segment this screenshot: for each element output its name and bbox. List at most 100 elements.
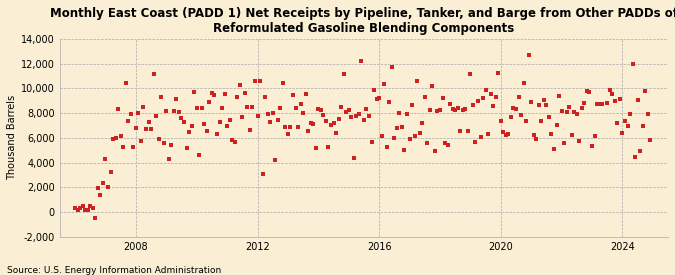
Title: Monthly East Coast (PADD 1) Net Receipts by Pipeline, Tanker, and Barge from Oth: Monthly East Coast (PADD 1) Net Receipts… [50, 7, 675, 35]
Point [169, 109, 180, 113]
Point [617, 131, 628, 135]
Point [627, 62, 638, 66]
Point [166, 143, 177, 147]
Point [574, 139, 585, 143]
Point [303, 129, 314, 133]
Point [612, 120, 623, 125]
Point [450, 108, 460, 112]
Point [632, 98, 643, 103]
Point [559, 141, 570, 145]
Point [371, 97, 382, 101]
Point [120, 81, 131, 85]
Point [201, 128, 212, 133]
Point [186, 123, 197, 128]
Point [295, 102, 306, 106]
Point [92, 186, 103, 190]
Point [493, 71, 504, 76]
Point [257, 172, 268, 176]
Point [510, 107, 521, 112]
Point [191, 106, 202, 110]
Point [173, 109, 184, 114]
Point [483, 132, 493, 136]
Point [217, 106, 227, 110]
Point [508, 106, 519, 110]
Point [480, 87, 491, 92]
Point [587, 144, 597, 148]
Point [184, 129, 194, 134]
Point [126, 112, 136, 116]
Point [374, 96, 385, 100]
Point [392, 126, 402, 130]
Point [293, 125, 304, 130]
Point [549, 147, 560, 152]
Point [541, 103, 552, 107]
Point [335, 104, 346, 109]
Point [425, 108, 435, 113]
Point [148, 72, 159, 76]
Point [566, 133, 577, 138]
Point [325, 123, 336, 127]
Point [275, 105, 286, 110]
Point [576, 105, 587, 110]
Point [475, 135, 486, 139]
Point [247, 105, 258, 110]
Point [113, 106, 124, 111]
Point [146, 127, 157, 131]
Point [506, 115, 516, 119]
Point [402, 112, 412, 116]
Point [128, 145, 139, 149]
Point [265, 120, 275, 124]
Point [123, 118, 134, 123]
Point [394, 111, 405, 116]
Point [176, 116, 187, 120]
Point [584, 90, 595, 94]
Point [140, 127, 151, 131]
Point [503, 131, 514, 136]
Point [143, 120, 154, 124]
Point [526, 100, 537, 104]
Point [189, 90, 200, 94]
Point [500, 133, 511, 138]
Point [624, 112, 635, 116]
Point [224, 117, 235, 122]
Point [250, 79, 261, 84]
Point [599, 28, 610, 32]
Point [133, 111, 144, 115]
Point [579, 101, 590, 105]
Point [130, 125, 141, 130]
Point [270, 158, 281, 162]
Point [523, 53, 534, 57]
Point [108, 137, 119, 141]
Point [645, 137, 655, 142]
Point [209, 93, 220, 97]
Point [435, 108, 446, 112]
Point [318, 113, 329, 118]
Point [72, 208, 83, 212]
Point [159, 141, 169, 145]
Point [70, 206, 80, 210]
Point [369, 88, 379, 92]
Point [75, 206, 86, 210]
Point [602, 101, 613, 105]
Point [437, 96, 448, 100]
Point [288, 93, 298, 97]
Point [643, 112, 653, 116]
Point [290, 106, 301, 111]
Point [305, 121, 316, 125]
Point [460, 107, 470, 111]
Point [465, 72, 476, 76]
Point [153, 137, 164, 141]
Point [478, 96, 489, 100]
Point [138, 105, 149, 109]
Point [313, 107, 324, 111]
Point [379, 82, 389, 87]
Point [397, 125, 408, 129]
Point [429, 149, 440, 153]
Y-axis label: Thousand Barrels: Thousand Barrels [7, 95, 17, 180]
Point [333, 117, 344, 121]
Point [90, 216, 101, 220]
Point [280, 125, 291, 129]
Point [356, 59, 367, 63]
Point [485, 92, 496, 96]
Point [412, 79, 423, 83]
